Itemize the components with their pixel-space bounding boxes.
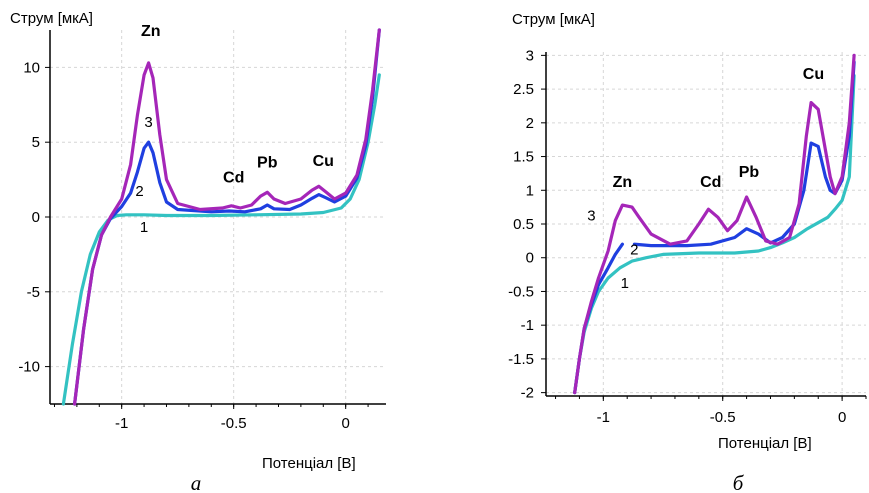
y-tick-label: 2 bbox=[526, 115, 534, 132]
y-tick-label: 1.5 bbox=[513, 149, 534, 166]
series-group bbox=[573, 53, 856, 395]
series-line-1 bbox=[61, 73, 381, 406]
x-tick-label: -0.5 bbox=[221, 415, 247, 432]
peak-label: Pb bbox=[739, 164, 760, 181]
curve-number-label: 2 bbox=[630, 241, 638, 258]
peak-label: Zn bbox=[613, 174, 633, 191]
series-line-3 bbox=[573, 53, 856, 395]
y-tick-label: 5 bbox=[32, 134, 40, 151]
y-tick-label: -0.5 bbox=[508, 283, 534, 300]
y-tick-label: -5 bbox=[27, 284, 40, 301]
peak-label: Zn bbox=[141, 23, 161, 40]
peak-label: Cd bbox=[700, 174, 721, 191]
curve-number-label: 1 bbox=[140, 219, 148, 236]
y-tick-label: 0.5 bbox=[513, 216, 534, 233]
peak-label: Cu bbox=[313, 153, 334, 170]
peak-label: Cd bbox=[223, 170, 244, 187]
chart-panel-a: 10 5 0 -5 -10 -1 -0.5 0 Струм [мкА] Потенціал [В]… bbox=[10, 10, 386, 493]
series-line-2 bbox=[573, 242, 624, 395]
panel-label: а bbox=[191, 471, 202, 493]
y-tick-label: 1 bbox=[526, 182, 534, 199]
y-axis-title: Струм [мкА] bbox=[512, 11, 595, 28]
y-tick-label: 0 bbox=[526, 250, 534, 267]
x-tick-label: -0.5 bbox=[710, 409, 736, 426]
panel-label: б bbox=[733, 471, 745, 493]
series-line-3 bbox=[73, 28, 381, 406]
curve-number-label: 1 bbox=[621, 275, 629, 292]
y-tick-label: 3 bbox=[526, 47, 534, 64]
curve-number-label: 2 bbox=[135, 183, 143, 200]
peak-label: Cu bbox=[803, 66, 824, 83]
x-axis-title: Потенціал [В] bbox=[262, 455, 356, 472]
x-axis-title: Потенціал [В] bbox=[718, 435, 812, 452]
series-line-2 bbox=[73, 28, 381, 406]
curve-number-label: 3 bbox=[144, 114, 152, 131]
series-group bbox=[61, 28, 381, 406]
x-tick-label: -1 bbox=[115, 415, 128, 432]
y-tick-label: 0 bbox=[32, 209, 40, 226]
x-tick-label: 0 bbox=[838, 409, 846, 426]
y-tick-label: -1 bbox=[521, 317, 534, 334]
y-tick-label: 2.5 bbox=[513, 81, 534, 98]
y-tick-label: -10 bbox=[18, 359, 40, 376]
x-tick-label: -1 bbox=[597, 409, 610, 426]
peak-label: Pb bbox=[257, 155, 278, 172]
y-tick-label: -2 bbox=[521, 385, 534, 402]
y-axis-title: Струм [мкА] bbox=[10, 10, 93, 27]
chart-panel-b: 3 2.5 2 1.5 1 0.5 0 -0.5 -1 -1.5 -2 -1 -0.5 0 Струм [м… bbox=[508, 11, 867, 493]
x-tick-label: 0 bbox=[342, 415, 350, 432]
series-line-1 bbox=[573, 74, 856, 395]
curve-number-label: 3 bbox=[587, 208, 595, 225]
y-tick-label: 10 bbox=[23, 59, 40, 76]
y-tick-label: -1.5 bbox=[508, 351, 534, 368]
series-line-2 bbox=[632, 60, 856, 248]
